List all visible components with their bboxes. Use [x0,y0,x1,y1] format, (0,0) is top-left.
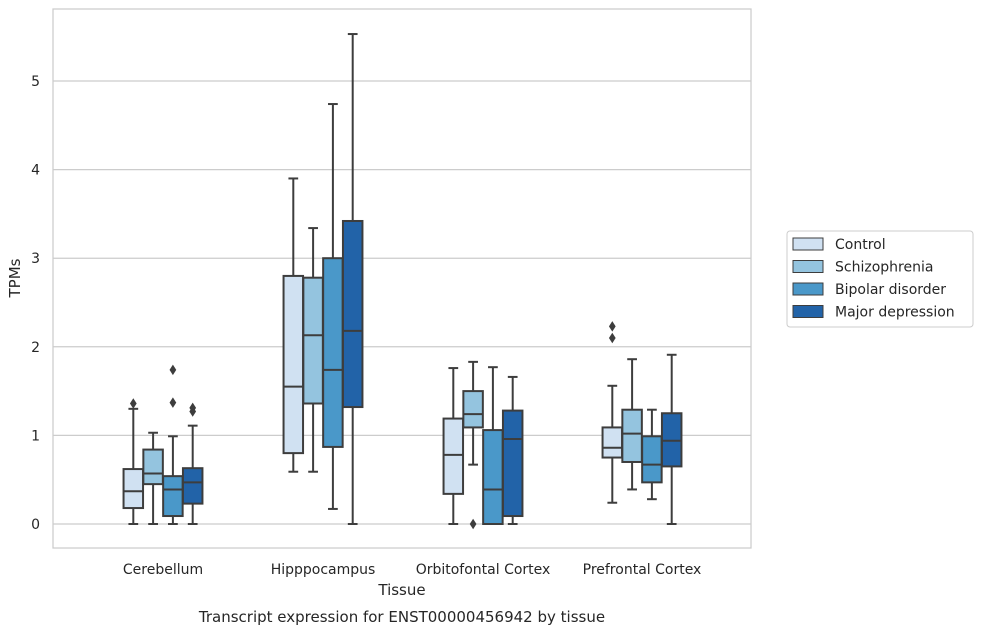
y-tick-label: 2 [31,340,40,356]
y-tick-labels: 0 1 2 3 4 5 [31,74,40,533]
plot-frame [52,8,752,549]
y-axis-title: TPMs [6,258,24,298]
box-groups [122,33,683,530]
box [142,448,164,486]
legend-frame [786,230,974,328]
box [322,257,344,448]
box-group [341,33,364,525]
legend-entry: Major depression [792,305,955,321]
x-axis-title: Tissue [377,581,425,599]
outlier-point [469,518,477,530]
box-group [142,431,164,525]
y-tick-label: 0 [31,517,40,533]
legend-entry: Control [792,237,886,253]
y-tick-label: 5 [31,74,40,90]
x-tick-label: Cerebellum [123,562,203,578]
box-group [282,177,305,473]
legend-label: Schizophrenia [835,260,933,276]
x-tick-label: Hipppocampus [271,562,376,578]
box-group [641,408,663,501]
outlier-point [189,402,197,414]
box [501,409,524,518]
x-tick-label: Orbitofontal Cortex [416,562,551,578]
series-major-depression [181,33,683,525]
legend-swatch [792,282,824,296]
legend-swatch [792,305,824,318]
x-tick-labels: Cerebellum Hipppocampus Orbitofontal Corte… [123,562,701,578]
box [122,468,145,510]
box [442,417,465,495]
box [641,435,663,484]
box [302,276,324,405]
series-control [122,177,624,525]
legend: Control Schizophrenia Bipolar disorder Majo… [786,230,974,328]
box-group [660,353,683,525]
box [162,475,184,518]
outlier-point [608,332,616,344]
box-group [122,398,145,525]
box-group [302,227,324,473]
y-tick-label: 1 [31,428,40,444]
outlier-point [129,398,137,409]
chart-caption: Transcript expression for ENST0000045694… [198,608,605,626]
box [601,426,624,459]
box-group [601,321,624,504]
box-group [442,367,465,525]
box [181,467,204,505]
legend-label: Bipolar disorder [835,282,946,298]
outlier-point [608,321,616,332]
box-group [501,375,524,525]
box-group [462,360,484,530]
box-group [621,358,643,491]
y-tick-label: 4 [31,163,40,179]
box [621,408,643,463]
series-bipolar-disorder [162,103,663,526]
x-tick-label: Prefrontal Cortex [583,562,702,578]
legend-entry: Schizophrenia [792,260,933,276]
box [462,390,484,429]
legend-label: Major depression [835,305,955,321]
legend-swatch [792,237,824,251]
legend-label: Control [835,237,886,253]
outlier-point [169,364,177,376]
box [341,219,364,409]
series-schizophrenia [142,227,643,530]
box [482,429,504,526]
box-group [181,402,204,525]
box [282,274,305,455]
outlier-point [169,397,177,408]
y-tick-label: 3 [31,251,40,267]
legend-swatch [792,260,824,273]
legend-entry: Bipolar disorder [792,282,946,298]
